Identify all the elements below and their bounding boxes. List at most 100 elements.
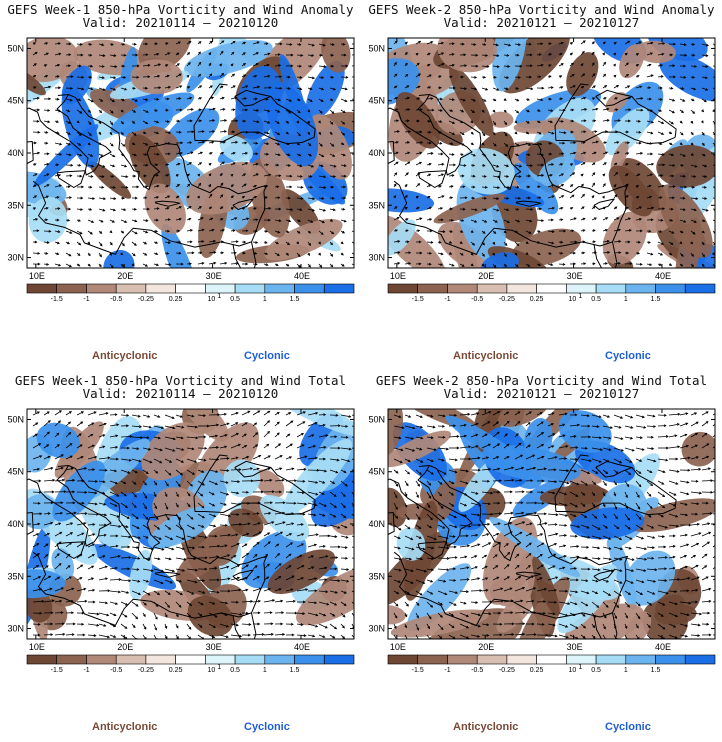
wind-arrowhead xyxy=(647,240,651,244)
wind-arrow xyxy=(109,153,115,158)
coastline xyxy=(429,94,542,191)
wind-arrowhead xyxy=(406,240,410,244)
wind-arrowhead xyxy=(303,634,307,637)
wind-arrowhead xyxy=(710,479,714,483)
wind-arrowhead xyxy=(264,229,269,233)
wind-arrow xyxy=(679,153,686,157)
wind-arrowhead xyxy=(520,501,524,505)
wind-arrowhead xyxy=(393,183,397,187)
wind-arrowhead xyxy=(39,512,43,516)
wind-arrow xyxy=(197,458,206,461)
wind-arrow xyxy=(351,535,354,538)
wind-arrowhead xyxy=(464,514,468,517)
wind-arrowhead xyxy=(147,526,151,530)
wind-arrow xyxy=(635,436,643,439)
wind-arrow xyxy=(87,98,94,103)
wind-arrowhead xyxy=(496,456,500,459)
vorticity-cell xyxy=(388,430,452,468)
wind-arrowhead xyxy=(352,626,354,629)
wind-arrowhead xyxy=(573,514,577,517)
wind-arrow xyxy=(613,414,623,419)
wind-arrowhead xyxy=(187,62,191,65)
vorticity-cell xyxy=(267,549,336,594)
wind-arrowhead xyxy=(417,97,421,100)
wind-arrowhead xyxy=(175,625,179,629)
wind-arrowhead xyxy=(541,455,545,459)
wind-arrowhead xyxy=(320,143,323,147)
wind-arrow xyxy=(448,502,454,507)
wind-arrowhead xyxy=(625,506,628,510)
colorbar-label: -0.25 xyxy=(138,296,154,303)
vorticity-cell xyxy=(513,162,559,215)
wind-arrowhead xyxy=(114,566,118,570)
wind-arrowhead xyxy=(267,74,271,78)
wind-arrow xyxy=(219,566,229,570)
wind-arrow xyxy=(602,535,611,540)
wind-arrowhead xyxy=(136,546,140,549)
wind-arrowhead xyxy=(111,174,115,178)
wind-arrow xyxy=(98,555,105,559)
wind-arrowhead xyxy=(406,85,410,88)
wind-arrowhead xyxy=(716,456,718,458)
wind-arrow xyxy=(492,65,500,68)
wind-arrowhead xyxy=(91,577,95,581)
wind-arrowhead xyxy=(638,130,642,134)
wind-arrowhead xyxy=(143,131,147,134)
wind-arrow xyxy=(98,491,105,494)
vorticity-cell xyxy=(538,156,576,187)
wind-arrowhead xyxy=(68,207,72,211)
wind-arrowhead xyxy=(48,575,52,579)
wind-arrow xyxy=(701,513,712,515)
wind-arrowhead xyxy=(221,251,225,255)
wind-arrow xyxy=(175,557,186,561)
wind-arrow xyxy=(646,469,652,473)
wind-arrowhead xyxy=(289,99,293,102)
wind-arrowhead xyxy=(680,263,684,267)
wind-arrowhead xyxy=(530,479,534,483)
wind-arrowhead xyxy=(442,516,445,520)
wind-arrow xyxy=(263,420,270,427)
wind-arrowhead xyxy=(592,240,596,244)
wind-arrowhead xyxy=(277,553,280,556)
wind-arrow xyxy=(701,87,708,91)
wind-arrow xyxy=(186,447,194,450)
wind-arrow xyxy=(668,423,680,427)
wind-arrow xyxy=(470,445,479,449)
wind-arrowhead xyxy=(167,218,171,222)
wind-arrowhead xyxy=(529,522,533,526)
wind-arrowhead xyxy=(664,525,668,529)
wind-arrow xyxy=(318,555,328,559)
wind-arrow xyxy=(32,600,44,603)
wind-arrow xyxy=(668,164,675,166)
wind-arrowhead xyxy=(592,262,596,266)
wind-arrow xyxy=(98,623,106,627)
wind-arrow xyxy=(274,131,280,135)
wind-arrowhead xyxy=(405,172,409,176)
wind-arrow xyxy=(98,457,110,460)
wind-arrowhead xyxy=(544,522,548,525)
wind-arrow xyxy=(481,456,489,460)
wind-arrowhead xyxy=(706,43,710,47)
wind-arrowhead xyxy=(67,553,71,557)
wind-arrowhead xyxy=(287,75,291,79)
wind-arrowhead xyxy=(419,217,423,221)
wind-arrowhead xyxy=(198,182,202,186)
wind-arrowhead xyxy=(331,196,335,200)
wind-arrow xyxy=(252,120,259,123)
wind-arrowhead xyxy=(475,64,479,68)
wind-arrowhead xyxy=(686,492,690,496)
wind-arrowhead xyxy=(650,435,654,439)
wind-arrow xyxy=(131,634,137,639)
wind-arrowhead xyxy=(315,613,319,617)
wind-arrowhead xyxy=(440,41,445,45)
wind-arrowhead xyxy=(256,576,260,579)
wind-arrowhead xyxy=(49,587,53,591)
wind-arrow xyxy=(690,523,700,526)
wind-arrow xyxy=(679,445,689,449)
wind-arrowhead xyxy=(36,543,40,546)
wind-arrow xyxy=(558,434,566,438)
wind-arrow xyxy=(393,130,400,133)
wind-arrowhead xyxy=(505,87,509,91)
wind-arrow xyxy=(712,197,715,199)
wind-arrowhead xyxy=(201,228,205,232)
